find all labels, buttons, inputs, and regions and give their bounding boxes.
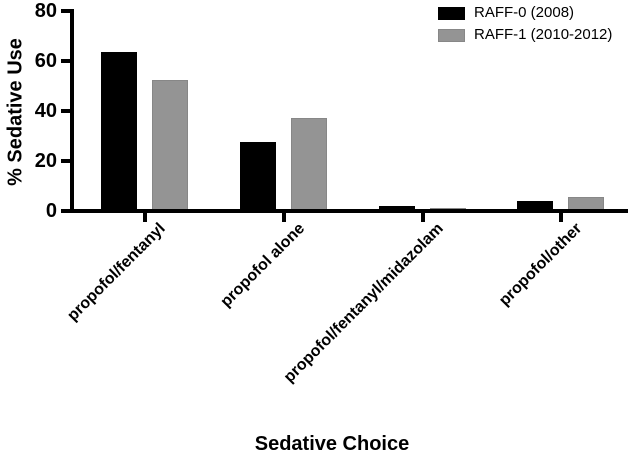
legend: RAFF-0 (2008) RAFF-1 (2010-2012) — [438, 5, 612, 43]
y-tick-label-80: 80 — [34, 0, 57, 22]
bar-raff-1-2010-2012-propofol-alone — [291, 118, 327, 212]
x-tick-propofol-fentanyl — [143, 213, 147, 222]
legend-swatch-raff-1-2010-2012 — [438, 28, 465, 42]
bar-raff-0-2008-propofol-alone — [240, 142, 276, 212]
legend-label-raff-1-2010-2012: RAFF-1 (2010-2012) — [474, 26, 613, 43]
bar-raff-1-2010-2012-propofol-fentanyl — [152, 79, 188, 212]
y-tick-40 — [61, 109, 70, 113]
x-tick-propofol-other — [559, 213, 563, 222]
y-tick-label-20: 20 — [34, 150, 57, 172]
x-tick-propofol-alone — [282, 213, 286, 222]
y-tick-label-60: 60 — [34, 50, 57, 72]
y-tick-label-0: 0 — [45, 200, 57, 222]
legend-row-raff-0-2008: RAFF-0 (2008) — [438, 5, 612, 21]
y-tick-label-40: 40 — [34, 100, 57, 122]
bar-raff-0-2008-propofol-other — [517, 200, 553, 212]
bar-raff-0-2008-propofol-fentanyl-midazolam — [378, 205, 415, 212]
x-category-label-propofol-other: propofol/other — [495, 220, 586, 310]
y-tick-80 — [61, 9, 70, 13]
bar-raff-0-2008-propofol-fentanyl — [101, 52, 137, 212]
y-axis-title: % Sedative Use — [4, 38, 27, 186]
y-tick-20 — [61, 159, 70, 163]
y-tick-0 — [61, 209, 70, 213]
legend-swatch-raff-0-2008 — [438, 6, 465, 20]
x-category-label-propofol-fentanyl: propofol/fentanyl — [64, 220, 170, 325]
y-axis-line — [70, 9, 74, 213]
x-axis-title: Sedative Choice — [254, 433, 410, 455]
y-tick-60 — [61, 59, 70, 63]
legend-row-raff-1-2010-2012: RAFF-1 (2010-2012) — [438, 27, 612, 43]
legend-label-raff-0-2008: RAFF-0 (2008) — [474, 4, 575, 21]
x-tick-propofol-fentanyl-midazolam — [420, 213, 425, 222]
x-category-label-propofol-alone: propofol alone — [217, 220, 309, 311]
x-category-label-propofol-fentanyl-midazolam: propofol/fentanyl/midazolam — [280, 220, 447, 387]
x-axis-line — [70, 209, 628, 213]
